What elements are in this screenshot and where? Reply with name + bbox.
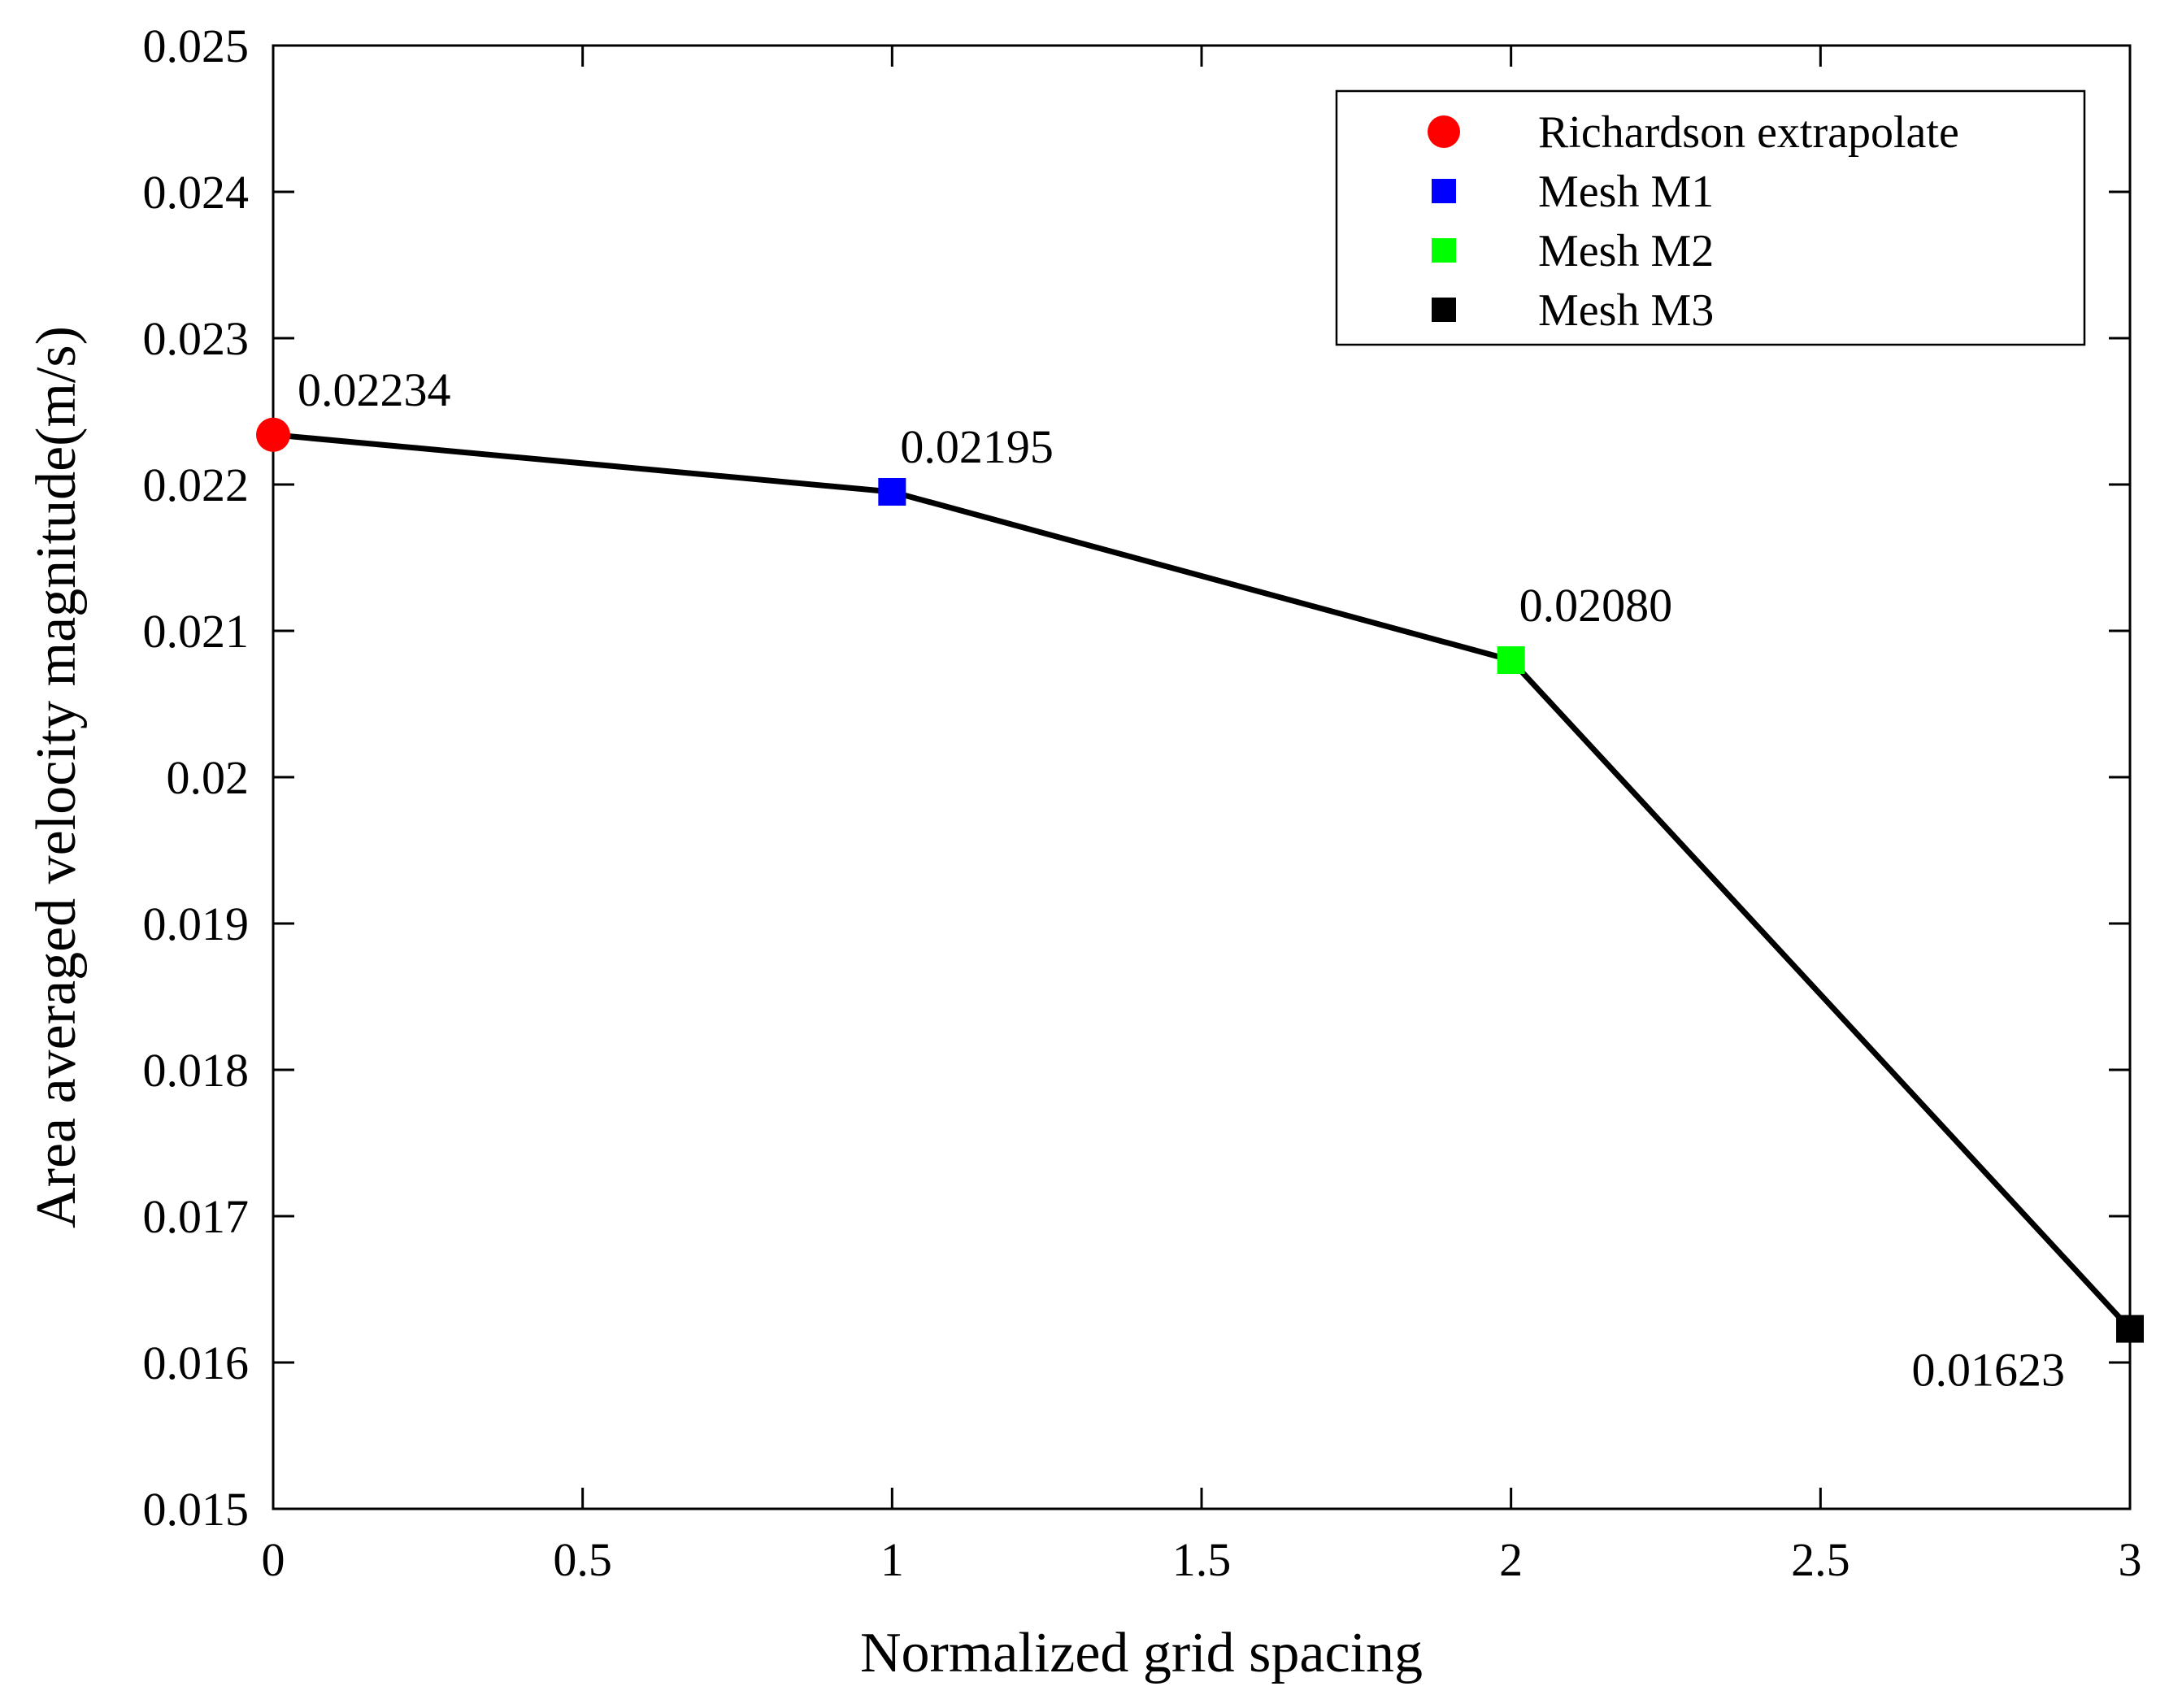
x-tick-label: 1.5 bbox=[1172, 1533, 1232, 1586]
y-axis-title: Area averaged velocity magnitude(m/s) bbox=[25, 326, 88, 1228]
x-tick-label: 3 bbox=[2119, 1533, 2142, 1586]
data-label: 0.02195 bbox=[900, 420, 1054, 473]
x-tick-label: 2.5 bbox=[1791, 1533, 1850, 1586]
series-line bbox=[272, 432, 2132, 1331]
legend-label: Mesh M1 bbox=[1538, 167, 1714, 217]
data-label: 0.02080 bbox=[1519, 579, 1672, 632]
legend-label: Richardson extrapolate bbox=[1538, 107, 1959, 158]
y-tick-label: 0.018 bbox=[143, 1044, 250, 1097]
y-tick-label: 0.022 bbox=[143, 459, 250, 511]
y-tick-label: 0.016 bbox=[143, 1336, 250, 1389]
legend-label: Mesh M2 bbox=[1538, 226, 1714, 276]
marker-mesh-m3 bbox=[2116, 1315, 2144, 1343]
legend-marker bbox=[1428, 115, 1460, 148]
data-markers bbox=[256, 417, 2144, 1343]
x-axis: 0 0.5 1 1.5 2 2.5 3 bbox=[262, 46, 2142, 1586]
y-tick-label: 0.017 bbox=[143, 1190, 250, 1243]
data-labels: 0.02234 0.02195 0.02080 0.01623 bbox=[298, 363, 2065, 1397]
y-tick-label: 0.019 bbox=[143, 897, 250, 950]
y-tick-label: 0.023 bbox=[143, 312, 250, 365]
y-tick-label: 0.025 bbox=[143, 20, 250, 72]
x-tick-label: 1 bbox=[880, 1533, 904, 1586]
data-label: 0.02234 bbox=[298, 363, 451, 416]
legend-box bbox=[1335, 89, 2086, 346]
data-label: 0.01623 bbox=[1912, 1344, 2066, 1397]
y-tick-label: 0.021 bbox=[143, 605, 250, 658]
x-axis-title: Normalized grid spacing bbox=[860, 1622, 1423, 1684]
y-tick-label: 0.02 bbox=[167, 751, 250, 804]
marker-mesh-m1 bbox=[878, 478, 906, 506]
marker-mesh-m2 bbox=[1497, 646, 1525, 674]
legend-marker bbox=[1432, 298, 1456, 322]
y-tick-label: 0.024 bbox=[143, 166, 250, 219]
x-tick-label: 0 bbox=[262, 1533, 285, 1586]
legend-marker bbox=[1432, 238, 1456, 263]
legend-marker bbox=[1432, 179, 1456, 203]
legend-label: Mesh M3 bbox=[1538, 285, 1714, 336]
legend: Richardson extrapolate Mesh M1 Mesh M2 Mesh… bbox=[1335, 89, 2086, 346]
marker-richardson-extrapolate bbox=[256, 417, 290, 452]
x-tick-label: 2 bbox=[1499, 1533, 1523, 1586]
y-axis: 0.015 0.016 0.017 0.018 0.019 0.02 0.021 0.022 0… bbox=[143, 20, 2130, 1536]
y-tick-label: 0.015 bbox=[143, 1483, 250, 1536]
x-tick-label: 0.5 bbox=[553, 1533, 612, 1586]
